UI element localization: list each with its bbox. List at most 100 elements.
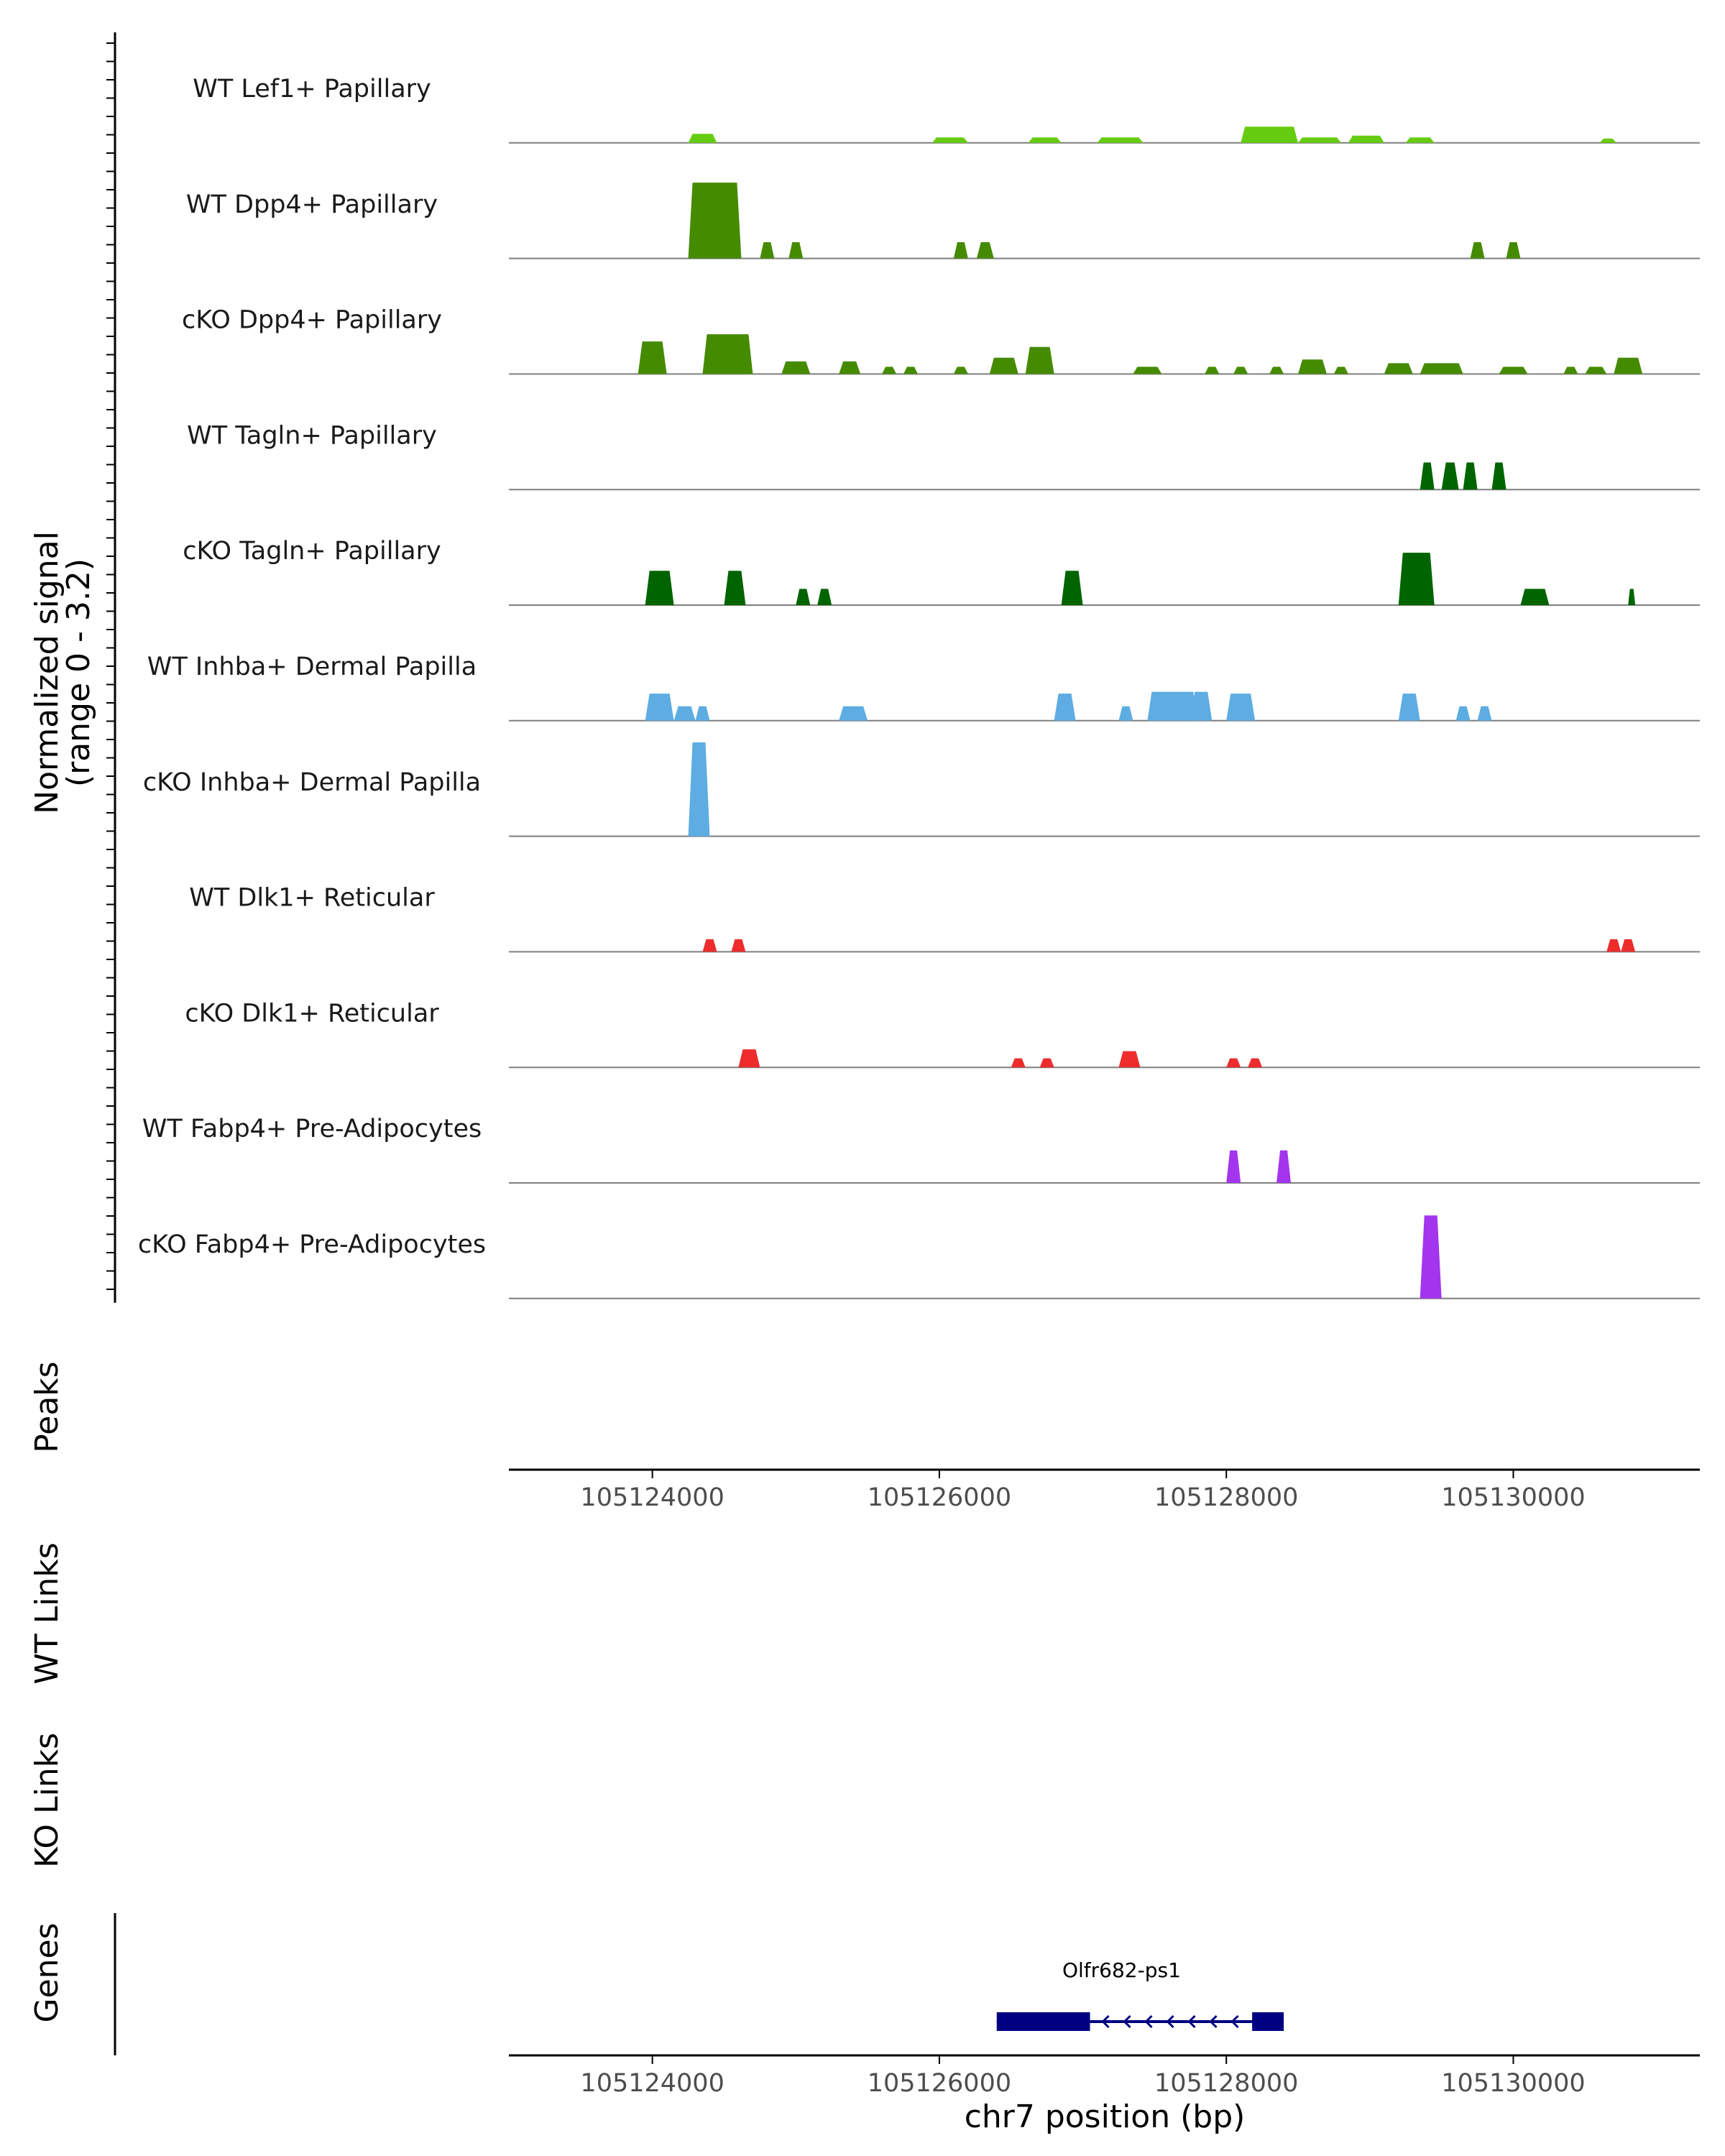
- coverage-track: WT Dlk1+ Reticular: [189, 884, 1700, 953]
- x-tick-label: 105126000: [868, 2069, 1011, 2098]
- coverage-peak: [1226, 694, 1256, 721]
- coverage-peak: [1470, 241, 1485, 259]
- coverage-track: WT Dpp4+ Papillary: [186, 183, 1700, 259]
- coverage-peak: [839, 361, 861, 374]
- coverage-peak: [1133, 367, 1162, 374]
- x-tick-label: 105124000: [580, 2069, 724, 2098]
- coverage-peak: [1248, 1058, 1263, 1068]
- coverage-peak: [976, 241, 994, 259]
- coverage-track: WT Fabp4+ Pre-Adipocytes: [142, 1115, 1700, 1184]
- coverage-peak: [1420, 1215, 1442, 1299]
- coverage-peak: [1628, 589, 1636, 605]
- coverage-peak: [1226, 1058, 1241, 1068]
- x-tick-label: 105130000: [1441, 2069, 1585, 2098]
- coverage-peak: [1025, 346, 1054, 374]
- coverage-track: cKO Tagln+ Papillary: [183, 537, 1700, 606]
- coverage-peak: [781, 361, 811, 374]
- coverage-peak: [989, 357, 1018, 374]
- coverage-track: cKO Inhba+ Dermal Papilla: [143, 742, 1700, 837]
- track-label: WT Dpp4+ Papillary: [186, 190, 438, 219]
- coverage-peak: [1233, 367, 1248, 374]
- gene-exon: [1252, 2012, 1284, 2031]
- coverage-peak: [1147, 691, 1198, 721]
- coverage-peak: [1599, 138, 1617, 143]
- coverage-peak: [1028, 137, 1062, 143]
- coverage-peak: [932, 137, 968, 143]
- coverage-peak: [1384, 363, 1413, 374]
- coverage-peak: [1455, 706, 1471, 721]
- coverage-peak: [702, 334, 753, 374]
- coverage-peak: [1398, 694, 1420, 721]
- coverage-peak: [953, 367, 968, 374]
- coverage-ylabel-line2: (range 0 - 3.2): [60, 558, 97, 787]
- coverage-peak: [1241, 126, 1299, 143]
- x-tick-label: 105128000: [1154, 1483, 1298, 1512]
- strand-arrow: [1123, 2014, 1131, 2029]
- x-tick-label: 105130000: [1441, 1483, 1585, 1512]
- coverage-peak: [1118, 706, 1133, 721]
- genes-panel-label: Genes: [29, 1922, 65, 2022]
- coverage-peak: [645, 571, 674, 605]
- coverage-peak: [688, 183, 742, 259]
- coverage-peak: [695, 706, 710, 721]
- coverage-track: cKO Dlk1+ Reticular: [185, 999, 1700, 1069]
- coverage-peak: [1039, 1058, 1054, 1068]
- coverage-peak: [1205, 367, 1220, 374]
- coverage-peak: [1499, 367, 1528, 374]
- strand-arrow: [1101, 2014, 1110, 2029]
- x-tick-label: 105128000: [1154, 2069, 1298, 2098]
- coverage-peak: [1491, 462, 1506, 490]
- coverage-peak: [1226, 1150, 1241, 1183]
- x-tick-label: 105126000: [868, 1483, 1011, 1512]
- coverage-peak: [688, 134, 717, 143]
- coverage-peak: [1506, 241, 1521, 259]
- strand-arrow: [1230, 2014, 1239, 2029]
- coverage-peak: [953, 241, 968, 259]
- coverage-peak: [1621, 939, 1636, 952]
- x-tick-label: 105124000: [580, 1483, 724, 1512]
- coverage-peak: [903, 367, 918, 374]
- coverage-peak: [702, 939, 717, 952]
- coverage-peak: [760, 241, 775, 259]
- coverage-peak: [1563, 367, 1578, 374]
- coverage-ylabel-line1: Normalized signal: [29, 531, 65, 814]
- coverage-peak: [1614, 357, 1643, 374]
- track-label: WT Dlk1+ Reticular: [189, 884, 435, 913]
- coverage-peak: [882, 367, 897, 374]
- coverage-peak: [738, 1049, 760, 1068]
- coverage-peak: [1463, 462, 1478, 490]
- coverage-peak: [1269, 367, 1284, 374]
- coverage-peak: [638, 341, 667, 374]
- coverage-peak: [1298, 137, 1341, 143]
- gene-name-label: Olfr682-ps1: [1062, 1958, 1181, 1982]
- coverage-peak: [817, 589, 832, 605]
- strand-arrow: [1187, 2014, 1196, 2029]
- track-label: cKO Inhba+ Dermal Papilla: [143, 768, 481, 797]
- coverage-peak: [1348, 135, 1384, 143]
- coverage-peak: [1398, 553, 1435, 605]
- wt-links-panel-label: WT Links: [29, 1542, 65, 1684]
- coverage-peak: [839, 706, 868, 721]
- strand-arrow: [1209, 2014, 1218, 2029]
- coverage-track: cKO Fabp4+ Pre-Adipocytes: [138, 1215, 1700, 1299]
- gene-exon: [996, 2012, 1026, 2031]
- ko-links-panel-label: KO Links: [29, 1733, 65, 1868]
- coverage-peak: [688, 742, 710, 837]
- coverage-peak: [673, 706, 696, 721]
- track-label: cKO Dpp4+ Papillary: [182, 306, 442, 335]
- coverage-peak: [1585, 367, 1607, 374]
- coverage-peak: [1118, 1051, 1141, 1068]
- coverage-peak: [1061, 571, 1083, 605]
- track-label: cKO Fabp4+ Pre-Adipocytes: [138, 1230, 486, 1259]
- coverage-track: WT Tagln+ Papillary: [187, 421, 1700, 491]
- x-axis-top: 105124000 105126000 105128000 105130000: [509, 1468, 1700, 1512]
- coverage-peak: [1420, 462, 1435, 490]
- coverage-peak: [1405, 137, 1435, 143]
- strand-arrow: [1144, 2014, 1153, 2029]
- track-label: cKO Dlk1+ Reticular: [185, 999, 439, 1028]
- x-axis-bottom: 105124000 105126000 105128000 105130000: [509, 2054, 1700, 2098]
- coverage-track: WT Lef1+ Papillary: [193, 75, 1700, 144]
- coverage-peak: [1477, 706, 1492, 721]
- peaks-panel-label: Peaks: [29, 1361, 65, 1452]
